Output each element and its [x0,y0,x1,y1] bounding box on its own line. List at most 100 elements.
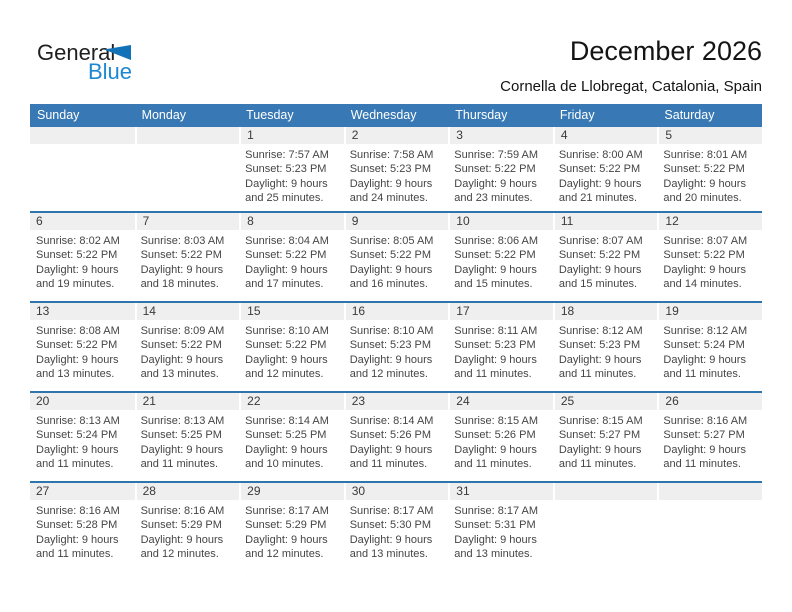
sunrise-text: Sunrise: 8:02 AM [36,235,120,247]
day-details: Sunrise: 8:14 AM Sunset: 5:26 PM Dayligh… [344,410,449,472]
daylight-text-line1: Daylight: 9 hours [454,177,537,190]
daylight-text-line1: Daylight: 9 hours [558,263,642,276]
day-details: Sunrise: 8:15 AM Sunset: 5:27 PM Dayligh… [553,410,658,472]
sunset-text: Sunset: 5:26 PM [349,429,432,442]
day-cell: 17 Sunrise: 8:11 AM Sunset: 5:23 PM Dayl… [448,303,553,391]
day-details [553,500,658,504]
daylight-text-line2: and 17 minutes. [245,278,324,291]
sunrise-text: Sunrise: 8:11 AM [454,325,538,337]
day-cell [552,483,658,571]
day-cell: 6 Sunrise: 8:02 AM Sunset: 5:22 PM Dayli… [30,213,135,301]
day-cell: 2 Sunrise: 7:58 AM Sunset: 5:23 PM Dayli… [343,127,449,211]
sunrise-text: Sunrise: 8:00 AM [558,149,643,161]
sunrise-text: Sunrise: 8:10 AM [245,325,329,337]
day-details: Sunrise: 8:16 AM Sunset: 5:27 PM Dayligh… [657,410,762,472]
day-cell [657,483,762,571]
sunset-text: Sunset: 5:23 PM [454,339,536,352]
sunset-text: Sunset: 5:22 PM [140,249,222,262]
day-number: 20 [36,394,50,408]
day-number: 11 [560,214,574,228]
day-number-band: 5 [657,127,762,144]
daylight-text-line2: and 23 minutes. [454,192,533,205]
day-number: 14 [142,304,156,318]
day-cell: 4 Sunrise: 8:00 AM Sunset: 5:22 PM Dayli… [552,127,658,211]
day-details: Sunrise: 8:12 AM Sunset: 5:24 PM Dayligh… [657,320,762,382]
daylight-text-line2: and 13 minutes. [140,368,219,381]
day-details: Sunrise: 8:08 AM Sunset: 5:22 PM Dayligh… [30,320,135,382]
day-number: 3 [456,128,463,142]
daylight-text-line2: and 13 minutes. [36,368,115,381]
daylight-text-line1: Daylight: 9 hours [349,263,433,276]
daylight-text-line1: Daylight: 9 hours [558,177,642,190]
sunset-text: Sunset: 5:29 PM [140,519,222,532]
sunset-text: Sunset: 5:24 PM [663,339,745,352]
day-number: 12 [665,214,679,228]
daylight-text-line1: Daylight: 9 hours [36,443,119,456]
day-details: Sunrise: 8:17 AM Sunset: 5:30 PM Dayligh… [344,500,449,562]
sunset-text: Sunset: 5:22 PM [454,163,536,176]
day-number-band: 17 [448,303,553,320]
daylight-text-line2: and 20 minutes. [663,192,742,205]
day-details: Sunrise: 7:57 AM Sunset: 5:23 PM Dayligh… [239,144,344,206]
daylight-text-line1: Daylight: 9 hours [36,533,119,546]
daylight-text-line1: Daylight: 9 hours [36,353,119,366]
sunset-text: Sunset: 5:22 PM [663,163,745,176]
daylight-text-line1: Daylight: 9 hours [245,177,328,190]
sunset-text: Sunset: 5:28 PM [36,519,118,532]
day-details: Sunrise: 8:10 AM Sunset: 5:23 PM Dayligh… [344,320,449,382]
sunset-text: Sunset: 5:23 PM [558,339,641,352]
sunrise-text: Sunrise: 7:59 AM [454,149,539,161]
sunrise-text: Sunrise: 8:04 AM [245,235,329,247]
daylight-text-line1: Daylight: 9 hours [454,353,537,366]
sunrise-text: Sunrise: 8:07 AM [663,235,748,247]
daylight-text-line2: and 11 minutes. [663,368,741,381]
daylight-text-line2: and 11 minutes. [558,368,637,381]
day-number: 29 [247,484,261,498]
daylight-text-line1: Daylight: 9 hours [245,263,328,276]
sunrise-text: Sunrise: 7:57 AM [245,149,329,161]
day-number-band [134,127,240,144]
daylight-text-line1: Daylight: 9 hours [245,443,328,456]
day-number: 27 [36,484,50,498]
day-cell: 10 Sunrise: 8:06 AM Sunset: 5:22 PM Dayl… [448,213,553,301]
sunset-text: Sunset: 5:22 PM [245,249,327,262]
day-cell: 3 Sunrise: 7:59 AM Sunset: 5:22 PM Dayli… [448,127,553,211]
daylight-text-line2: and 11 minutes. [663,458,741,471]
day-number-band: 18 [552,303,658,320]
day-number: 2 [351,128,359,142]
calendar-table: Sunday Monday Tuesday Wednesday Thursday Frid… [30,104,762,571]
day-details: Sunrise: 8:12 AM Sunset: 5:23 PM Dayligh… [553,320,658,382]
day-number-band: 22 [239,393,344,410]
sunrise-text: Sunrise: 8:17 AM [454,505,539,517]
day-number-band: 12 [657,213,762,230]
daylight-text-line1: Daylight: 9 hours [140,443,224,456]
sunset-text: Sunset: 5:23 PM [349,339,432,352]
daylight-text-line1: Daylight: 9 hours [36,263,119,276]
day-number: 5 [665,128,673,142]
sunset-text: Sunset: 5:22 PM [140,339,222,352]
day-details: Sunrise: 8:07 AM Sunset: 5:22 PM Dayligh… [657,230,762,292]
day-number: 18 [560,304,575,318]
day-number-band: 6 [30,213,135,230]
sunset-text: Sunset: 5:23 PM [245,163,327,176]
day-details: Sunrise: 8:10 AM Sunset: 5:22 PM Dayligh… [239,320,344,382]
day-cell: 22 Sunrise: 8:14 AM Sunset: 5:25 PM Dayl… [239,393,344,481]
sunset-text: Sunset: 5:31 PM [454,519,536,532]
logo-text-general: General [37,40,116,65]
day-cell: 25 Sunrise: 8:15 AM Sunset: 5:27 PM Dayl… [552,393,658,481]
day-cell: 8 Sunrise: 8:04 AM Sunset: 5:22 PM Dayli… [239,213,344,301]
day-number: 8 [247,214,254,228]
day-number: 21 [142,394,156,408]
day-cell: 7 Sunrise: 8:03 AM Sunset: 5:22 PM Dayli… [134,213,240,301]
day-cell: 15 Sunrise: 8:10 AM Sunset: 5:22 PM Dayl… [239,303,344,391]
daylight-text-line2: and 11 minutes. [36,458,114,471]
day-number-band: 21 [134,393,240,410]
daylight-text-line1: Daylight: 9 hours [454,533,537,546]
day-details: Sunrise: 8:14 AM Sunset: 5:25 PM Dayligh… [239,410,344,472]
day-details: Sunrise: 8:17 AM Sunset: 5:31 PM Dayligh… [448,500,553,562]
day-cell: 14 Sunrise: 8:09 AM Sunset: 5:22 PM Dayl… [134,303,240,391]
sunrise-text: Sunrise: 8:17 AM [349,505,434,517]
daylight-text-line1: Daylight: 9 hours [663,263,746,276]
sunrise-text: Sunrise: 8:16 AM [36,505,120,517]
sunrise-text: Sunrise: 8:06 AM [454,235,539,247]
